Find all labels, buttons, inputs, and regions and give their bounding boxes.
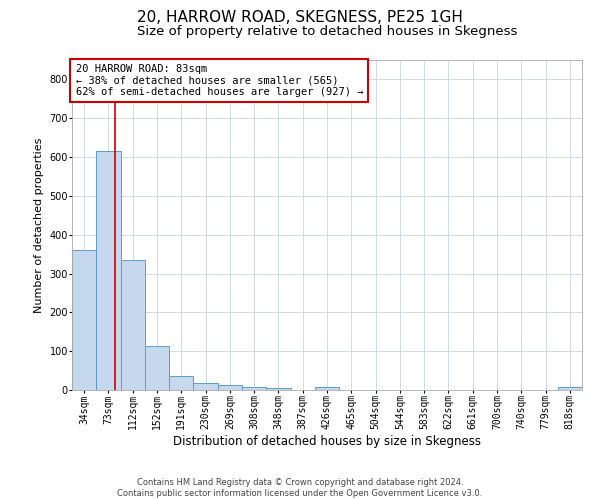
Bar <box>558 387 582 390</box>
Bar <box>145 346 169 390</box>
Bar <box>96 151 121 390</box>
Bar <box>315 388 339 390</box>
Bar <box>169 376 193 390</box>
X-axis label: Distribution of detached houses by size in Skegness: Distribution of detached houses by size … <box>173 435 481 448</box>
Y-axis label: Number of detached properties: Number of detached properties <box>34 138 44 312</box>
Bar <box>242 387 266 390</box>
Text: Contains HM Land Registry data © Crown copyright and database right 2024.
Contai: Contains HM Land Registry data © Crown c… <box>118 478 482 498</box>
Bar <box>121 260 145 390</box>
Bar <box>218 385 242 390</box>
Title: Size of property relative to detached houses in Skegness: Size of property relative to detached ho… <box>137 25 517 38</box>
Bar <box>266 388 290 390</box>
Bar <box>72 250 96 390</box>
Text: 20, HARROW ROAD, SKEGNESS, PE25 1GH: 20, HARROW ROAD, SKEGNESS, PE25 1GH <box>137 10 463 25</box>
Bar <box>193 384 218 390</box>
Text: 20 HARROW ROAD: 83sqm
← 38% of detached houses are smaller (565)
62% of semi-det: 20 HARROW ROAD: 83sqm ← 38% of detached … <box>76 64 363 97</box>
